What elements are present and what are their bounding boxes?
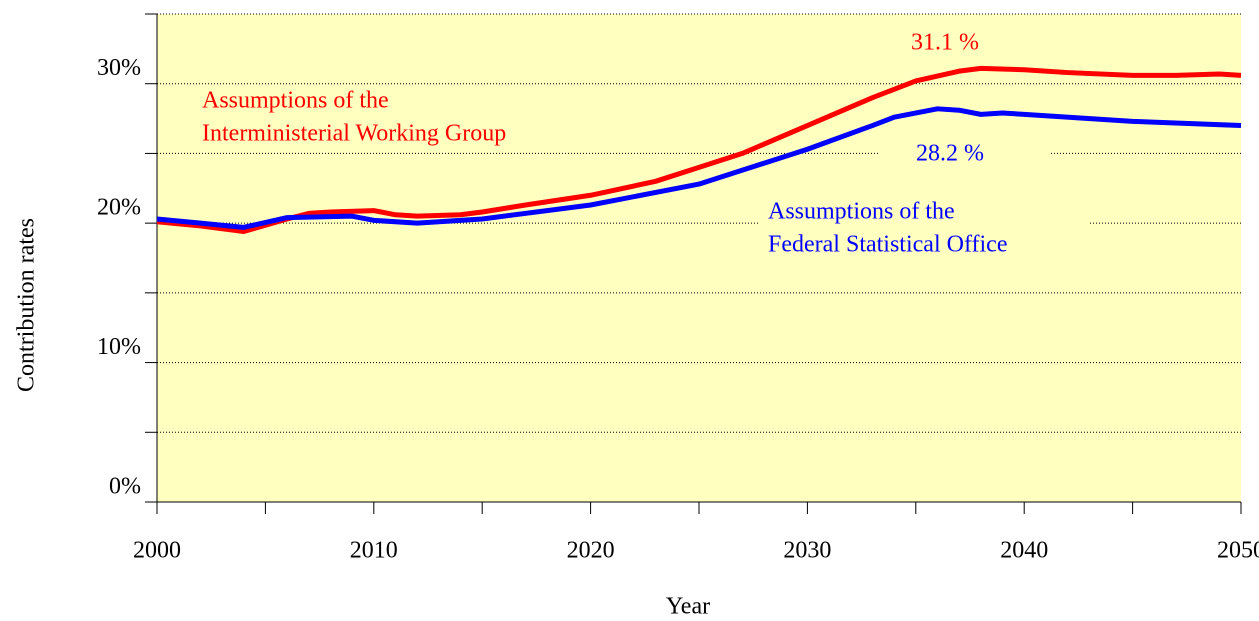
label-background [760, 197, 1090, 261]
x-tick-label: 2000 [133, 538, 181, 564]
label-background [880, 26, 1020, 62]
label-background [880, 138, 1050, 174]
series-label: Assumptions of the [202, 88, 389, 114]
series-label: Interministerial Working Group [202, 121, 506, 147]
series-label: Federal Statistical Office [768, 232, 1007, 258]
x-tick-label: 2030 [783, 538, 831, 564]
x-tick-label: 2050 [1217, 538, 1259, 564]
y-tick-label: 0% [109, 474, 141, 500]
label-background [195, 88, 595, 150]
y-tick-label: 30% [97, 55, 141, 81]
x-tick-label: 2020 [567, 538, 615, 564]
y-tick-label: 20% [97, 195, 141, 221]
y-axis-label: Contribution rates [14, 218, 40, 392]
value-annotation: 31.1 % [911, 30, 979, 56]
series-line [156, 65, 1242, 235]
value-annotation: 28.2 % [916, 141, 984, 167]
x-tick-label: 2040 [1000, 538, 1048, 564]
series-label: Assumptions of the [768, 199, 955, 225]
x-tick-label: 2010 [350, 538, 398, 564]
y-tick-label: 10% [97, 334, 141, 360]
x-axis-label: Year [666, 594, 710, 620]
series-line [156, 106, 1242, 230]
